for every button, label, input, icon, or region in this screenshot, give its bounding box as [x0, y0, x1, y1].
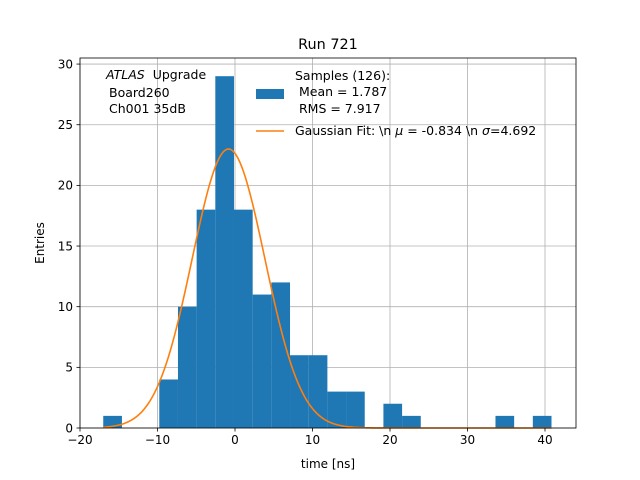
histogram-bar: [402, 415, 421, 428]
legend-hist-line-3: RMS = 7.917: [295, 101, 381, 116]
chart-title: Run 721: [298, 37, 358, 53]
legend-hist-line-2: Mean = 1.787: [295, 84, 387, 99]
histogram-bar: [290, 355, 309, 428]
legend-fit-mid: = -0.834 \n: [403, 123, 482, 138]
x-tick-label: 40: [537, 433, 552, 447]
histogram-bar: [327, 391, 347, 428]
legend-hist-swatch: [256, 89, 284, 99]
legend-fit-mu: μ: [394, 123, 403, 138]
y-tick-label: 20: [58, 179, 73, 193]
histogram-bar: [271, 282, 291, 428]
y-tick-label: 15: [58, 239, 73, 253]
histogram-bar: [346, 391, 365, 428]
histogram-bar: [308, 355, 328, 428]
histogram-bar: [177, 306, 197, 428]
histogram-bar: [215, 76, 234, 429]
histogram-bar: [495, 415, 515, 428]
histogram-bar: [196, 209, 216, 428]
y-tick-label: 30: [58, 57, 73, 71]
x-tick-label: 10: [305, 433, 320, 447]
annotation-line-1: ATLAS Upgrade: [105, 67, 206, 82]
axes-frame: [79, 57, 577, 429]
y-axis-ticks: 0 5 10 15 20 25 30: [58, 57, 80, 435]
x-tick-label: 20: [382, 433, 397, 447]
histogram-bar: [233, 209, 253, 428]
annotation-upgrade: Upgrade: [153, 67, 207, 82]
x-tick-label: −10: [145, 433, 170, 447]
annotation-line-3: Ch001 35dB: [109, 101, 186, 116]
x-tick-label: −20: [67, 433, 92, 447]
histogram-bar: [532, 415, 552, 428]
y-tick-label: 25: [58, 118, 73, 132]
annotation-line-2: Board260: [109, 85, 170, 100]
annotation-block: ATLAS Upgrade Board260 Ch001 35dB: [105, 67, 206, 116]
legend: Samples (126): Mean = 1.787 RMS = 7.917 …: [256, 68, 536, 138]
histogram-bars: [103, 76, 552, 429]
x-axis-label: time [ns]: [301, 457, 355, 471]
y-tick-label: 10: [58, 300, 73, 314]
x-tick-label: 0: [231, 433, 239, 447]
legend-fit-suffix: =4.692: [490, 123, 536, 138]
plot-area: [80, 58, 576, 428]
histogram-bar: [252, 294, 272, 428]
y-tick-label: 5: [65, 361, 73, 375]
legend-fit-label: Gaussian Fit: \n μ = -0.834 \n σ=4.692: [295, 123, 536, 138]
annotation-atlas: ATLAS: [105, 67, 145, 82]
y-axis-label: Entries: [33, 222, 47, 264]
x-axis-ticks: −20 −10 0 10 20 30 40: [67, 428, 553, 447]
legend-hist-line-1: Samples (126):: [295, 68, 390, 83]
y-tick-label: 0: [65, 421, 73, 435]
histogram-bar: [159, 379, 178, 428]
legend-fit-prefix: Gaussian Fit: \n: [295, 123, 395, 138]
x-tick-label: 30: [460, 433, 475, 447]
legend-fit-sigma: σ: [482, 123, 491, 138]
histogram-bar: [383, 403, 403, 428]
